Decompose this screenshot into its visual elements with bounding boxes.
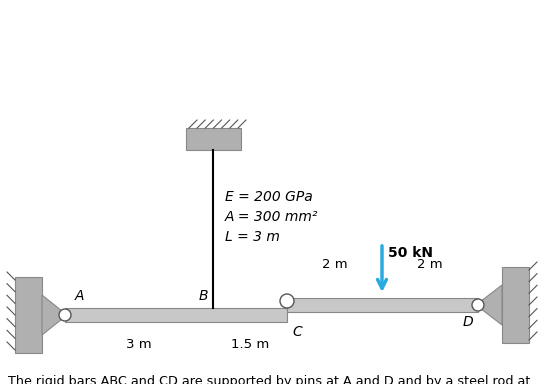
Polygon shape <box>15 277 42 353</box>
Text: 3 m: 3 m <box>126 338 152 351</box>
Text: L = 3 m: L = 3 m <box>225 230 280 244</box>
Circle shape <box>472 299 484 311</box>
Text: B: B <box>199 289 208 303</box>
Text: D: D <box>463 315 473 329</box>
Polygon shape <box>476 285 502 325</box>
Circle shape <box>59 309 71 321</box>
Circle shape <box>280 294 294 308</box>
Text: 2 m: 2 m <box>322 258 347 271</box>
Text: C: C <box>292 325 302 339</box>
Text: The rigid bars ABC and CD are supported by pins at A and D and by a steel rod at: The rigid bars ABC and CD are supported … <box>8 375 530 384</box>
Polygon shape <box>287 298 478 312</box>
Polygon shape <box>42 295 67 335</box>
Polygon shape <box>65 308 287 322</box>
Text: A = 300 mm²: A = 300 mm² <box>225 210 319 224</box>
Text: 1.5 m: 1.5 m <box>231 338 269 351</box>
Text: E = 200 GPa: E = 200 GPa <box>225 190 313 204</box>
Text: 50 kN: 50 kN <box>388 246 433 260</box>
Polygon shape <box>186 128 241 150</box>
Text: A: A <box>75 289 84 303</box>
Polygon shape <box>502 267 529 343</box>
Text: 2 m: 2 m <box>417 258 443 271</box>
